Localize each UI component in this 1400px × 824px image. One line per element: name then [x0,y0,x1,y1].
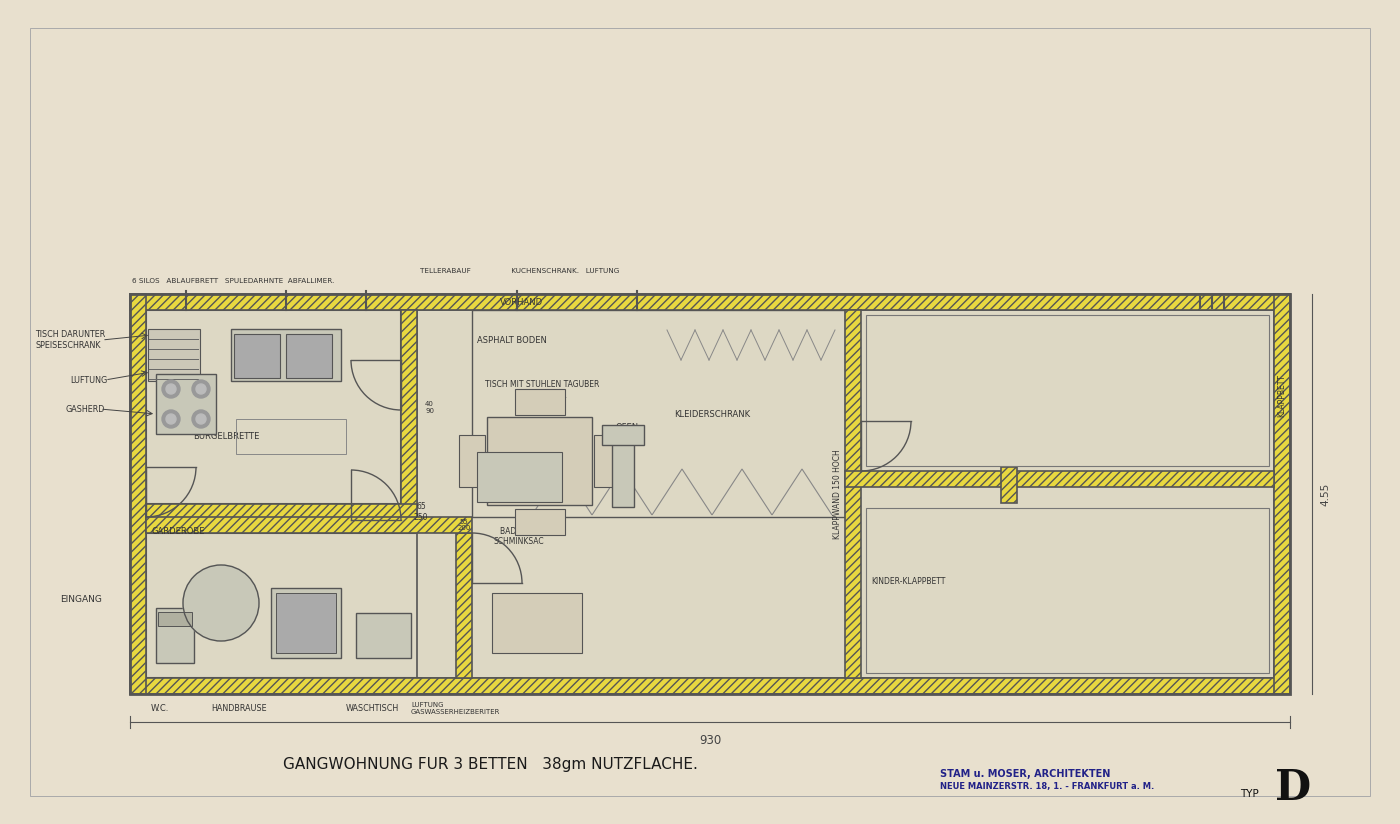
Bar [515,389,566,415]
Text: KLEIDERSCHRANK: KLEIDERSCHRANK [673,410,750,419]
Text: WASCHTISCH: WASCHTISCH [346,704,399,713]
Bar [130,294,146,694]
Text: GARDEROBE: GARDEROBE [151,527,204,536]
Bar [286,334,332,378]
Bar [146,504,417,520]
Circle shape [192,380,210,398]
Text: GANGWOHNUNG FUR 3 BETTEN   38gm NUTZFLACHE.: GANGWOHNUNG FUR 3 BETTEN 38gm NUTZFLACHE… [283,756,697,771]
Circle shape [162,380,181,398]
Bar [146,517,472,533]
Text: 65
250: 65 250 [414,503,428,522]
Bar [148,329,200,381]
Bar [158,612,192,626]
Text: OFEN: OFEN [616,423,638,432]
Bar [1001,467,1016,503]
Bar [846,310,861,678]
Text: GASHERD: GASHERD [64,405,105,414]
Circle shape [183,565,259,641]
Text: 930: 930 [699,734,721,747]
Text: 4.55: 4.55 [1320,482,1330,506]
Text: 40
90: 40 90 [426,400,434,414]
Bar [400,310,417,520]
Text: LUFTUNG
GASWASSERHEIZBERITER: LUFTUNG GASWASSERHEIZBERITER [412,702,500,715]
Text: BURGELBRETTE: BURGELBRETTE [193,432,259,441]
Bar [417,310,1274,678]
Circle shape [167,414,176,424]
Text: ASPHALT BODEN: ASPHALT BODEN [477,335,547,344]
Bar [515,509,566,535]
Text: TISCH MIT STUHLEN TAGUBER
AM FENSTER: TISCH MIT STUHLEN TAGUBER AM FENSTER [484,381,599,400]
Text: KLAPPWAND 150 HOCH: KLAPPWAND 150 HOCH [833,449,841,539]
Text: TISCH DARUNTER
SPEISESCHRANK: TISCH DARUNTER SPEISESCHRANK [35,330,105,349]
Bar [231,329,342,381]
Bar [477,452,561,502]
Bar [594,435,620,487]
Text: EINGANG: EINGANG [60,594,102,603]
Text: TELLERABAUF                  KUCHENSCHRANK.   LUFTUNG: TELLERABAUF KUCHENSCHRANK. LUFTUNG [420,268,619,274]
Circle shape [196,414,206,424]
Circle shape [162,410,181,428]
Circle shape [192,410,210,428]
Bar [130,678,1289,694]
Bar [612,432,634,507]
Bar [472,310,846,517]
Bar [459,435,484,487]
Bar [867,315,1268,466]
Bar [487,417,592,505]
Bar [867,508,1268,673]
Bar [130,294,1289,694]
Text: KLAPPBETT: KLAPPBETT [1277,375,1287,418]
Bar [602,425,644,445]
Bar [130,294,1289,310]
Bar [1274,294,1289,694]
Text: BAD- UND
SCHMINKSAC: BAD- UND SCHMINKSAC [494,527,545,546]
Bar [146,520,400,678]
Text: 55
200: 55 200 [458,518,470,531]
Text: VORHAND: VORHAND [500,297,543,307]
Bar [491,593,582,653]
Circle shape [196,384,206,394]
Text: W.C.: W.C. [151,704,169,713]
Text: TYP: TYP [1240,789,1259,799]
Text: D: D [1275,767,1312,809]
Text: KINDER-KLAPPBETT: KINDER-KLAPPBETT [871,577,945,586]
Circle shape [167,384,176,394]
Bar [356,613,412,658]
Bar [155,608,195,663]
Bar [456,533,472,678]
Bar [146,533,456,678]
Bar [146,310,400,504]
Text: STAM u. MOSER, ARCHITEKTEN: STAM u. MOSER, ARCHITEKTEN [939,769,1110,779]
Bar [155,374,216,434]
Bar [237,419,346,454]
Bar [846,471,1274,487]
Text: HANDBRAUSE: HANDBRAUSE [211,704,266,713]
Bar [234,334,280,378]
Bar [276,593,336,653]
Text: LUFTUNG: LUFTUNG [70,376,108,385]
Text: NEUE MAINZERSTR. 18, 1. - FRANKFURT a. M.: NEUE MAINZERSTR. 18, 1. - FRANKFURT a. M… [939,781,1154,790]
Text: 6 SILOS   ABLAUFBRETT   SPULEDARHNTE  ABFALLIMER.: 6 SILOS ABLAUFBRETT SPULEDARHNTE ABFALLI… [132,278,335,284]
Bar [272,588,342,658]
